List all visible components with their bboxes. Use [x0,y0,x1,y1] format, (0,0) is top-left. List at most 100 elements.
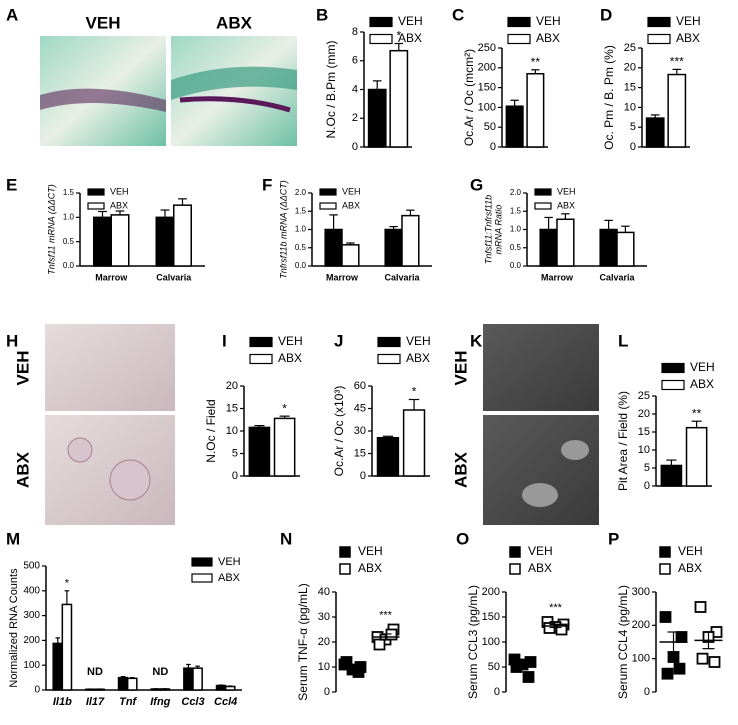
y-tick-label: 5 [644,462,650,474]
legend-label: ABX [218,572,241,584]
y-tick-label: 20 [638,408,650,420]
panel-letter: B [316,5,328,24]
y-tick-label: 50 [488,661,500,673]
y-tick-label: 0 [644,480,650,492]
x-tick-label: Calvaria [599,272,635,282]
y-tick-label: 100 [23,660,40,671]
legend-swatch [659,546,671,558]
legend-label: ABX [278,351,302,365]
bar [61,603,73,691]
bar [52,642,64,691]
y-tick-label: 0 [644,686,650,698]
point [661,667,674,680]
point [675,631,688,643]
micrograph [483,324,599,411]
image-label: ABX [216,13,253,32]
y-tick-label: 50 [484,121,496,133]
panel-letter: N [280,529,292,548]
y-tick-label: 1.0 [63,212,75,221]
y-tick-label: 15 [624,82,636,94]
legend-swatch [661,362,685,374]
bar [660,464,683,487]
y-tick-label: 1.5 [510,206,522,215]
y-axis-label: Serum CCL3 (pg/mL) [466,585,480,699]
legend-swatch [534,188,552,196]
bar [526,72,545,148]
bar [324,228,343,267]
legend-swatch [319,202,337,210]
y-tick-label: 0 [232,470,238,482]
legend-swatch [249,353,273,365]
legend-swatch [659,563,671,575]
y-tick-label: 100 [632,653,650,665]
y-tick-label: 0.5 [63,237,75,246]
y-tick-label: 0 [352,141,358,153]
y-tick-label: 0 [490,141,496,153]
legend-label: VEH [536,14,561,28]
legend-swatch [661,379,685,391]
legend-label: VEH [110,186,129,196]
bar [384,228,403,267]
legend-swatch [369,16,393,28]
legend-label: VEH [690,360,715,374]
annotation: * [412,385,417,399]
stain [179,96,291,113]
y-tick-label: 10 [226,425,238,437]
panel-letter: A [6,5,18,24]
y-axis-label: Tnfsf11 mRNA (ΔΔCT) [46,184,56,275]
y-axis-label: Serum TNF-α (pg/mL) [296,583,310,700]
y-tick-label: 25 [638,390,650,402]
legend-swatch [339,563,351,575]
bar [667,73,687,148]
bar [376,437,400,477]
point [373,638,386,651]
y-tick-label: 250 [478,42,496,54]
annotation: * [396,29,401,43]
y-tick-label: 2 [352,112,358,124]
panel-letter: E [6,175,17,194]
legend-swatch [534,202,552,210]
panel-letter: O [456,529,469,548]
panel-letter: J [334,331,343,350]
x-tick-label: Tnf [119,696,137,708]
y-axis-label: mRNA Ratio [493,205,503,255]
legend-label: ABX [676,31,700,45]
y-tick-label: 0 [324,686,330,698]
bar [155,216,175,267]
point [708,656,721,668]
y-tick-label: 30 [318,611,330,623]
y-tick-label: 0.0 [63,261,75,270]
x-tick-label: Ccl3 [181,696,204,708]
point [522,671,535,683]
y-tick-label: 10 [638,444,650,456]
panel-letter: M [6,529,20,548]
bar [173,204,192,267]
legend-label: ABX [398,31,422,45]
y-tick-label: 150 [478,82,496,94]
legend-label: ABX [678,561,702,575]
y-tick-label: 45 [354,402,366,414]
annotation: ND [87,666,103,678]
bar [402,409,426,477]
bar [159,688,171,691]
annotation: *** [549,602,563,614]
y-tick-label: 10 [624,101,636,113]
bar [401,214,420,267]
y-tick-label: 20 [624,62,636,74]
y-tick-label: 30 [354,425,366,437]
panel-letter: H [6,331,18,350]
y-tick-label: 100 [482,636,500,648]
bar [85,688,96,691]
bar [556,218,575,267]
point [694,601,707,613]
y-tick-label: 15 [354,447,366,459]
bar [93,216,112,267]
micrograph [483,415,599,525]
image-label: VEH [86,13,121,32]
y-tick-label: 200 [482,586,500,598]
y-tick-label: 300 [23,610,40,621]
y-tick-label: 150 [482,611,500,623]
x-tick-label: Marrow [326,272,359,282]
y-tick-label: 1.5 [63,188,75,197]
